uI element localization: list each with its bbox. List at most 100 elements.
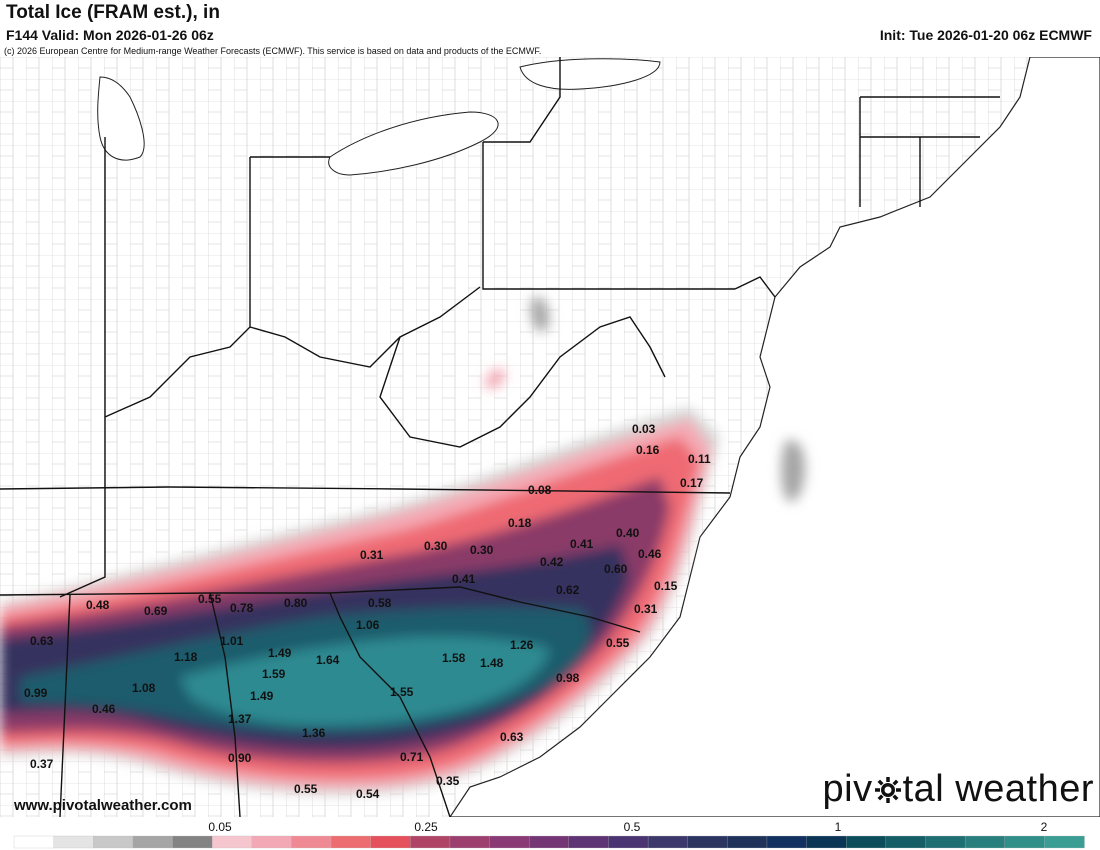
ice-value-label: 0.30 <box>470 543 494 557</box>
ice-value-label: 0.63 <box>30 634 54 648</box>
ice-value-label: 0.60 <box>604 562 628 576</box>
ice-value-label: 1.36 <box>302 726 326 740</box>
site-url[interactable]: www.pivotalweather.com <box>14 797 192 814</box>
colorbar-swatch <box>172 835 213 849</box>
colorbar-swatch <box>291 835 332 849</box>
colorbar-swatch <box>1044 835 1085 849</box>
init-time: Init: Tue 2026-01-20 06z ECMWF <box>879 27 1092 43</box>
colorbar-swatch <box>330 835 372 849</box>
colorbar-swatch <box>885 835 927 849</box>
ice-value-label: 0.41 <box>570 537 594 551</box>
ice-value-label: 0.55 <box>606 636 630 650</box>
ice-value-label: 0.69 <box>144 604 168 618</box>
ice-value-label: 0.46 <box>638 547 662 561</box>
colorbar-swatch <box>53 835 94 849</box>
colorbar-swatch <box>766 835 808 849</box>
copyright-notice: (c) 2026 European Centre for Medium-rang… <box>4 46 542 56</box>
ice-value-label: 1.37 <box>228 712 252 726</box>
ice-value-label: 1.06 <box>356 618 380 632</box>
colorbar-tick-label: 0.5 <box>624 820 641 834</box>
colorbar-swatch <box>449 835 491 849</box>
ice-value-label: 0.48 <box>86 598 110 612</box>
colorbar-swatch <box>727 835 768 849</box>
colorbar-swatch <box>251 835 293 849</box>
colorbar-tick-label: 1 <box>835 820 842 834</box>
ice-value-label: 1.08 <box>132 681 156 695</box>
colorbar-swatch <box>93 835 134 849</box>
colorbar-swatch <box>489 835 530 849</box>
ice-value-label: 1.18 <box>174 650 198 664</box>
spot-offshore <box>781 439 805 502</box>
lake-ontario <box>519 58 661 90</box>
ice-value-label: 0.35 <box>436 774 460 788</box>
ice-value-label: 0.31 <box>360 548 384 562</box>
ice-value-label: 0.18 <box>508 516 532 530</box>
ice-value-label: 1.26 <box>510 638 534 652</box>
ice-value-label: 1.59 <box>262 667 286 681</box>
spot-appalachian <box>530 296 550 332</box>
colorbar-swatch <box>568 835 610 849</box>
state-borders <box>0 57 1000 817</box>
ice-value-label: 0.42 <box>540 555 564 569</box>
colorbar-swatch <box>806 835 847 849</box>
ice-value-label: 1.49 <box>268 646 292 660</box>
ice-value-label: 1.48 <box>480 656 504 670</box>
colorbar-tick-label: 0.25 <box>414 820 438 834</box>
colorbar-swatch <box>846 835 887 849</box>
ice-value-label: 0.99 <box>24 686 48 700</box>
colorbar-swatch <box>13 835 55 849</box>
colorbar: 0.05 0.25 0.5 1 2 <box>13 820 1085 849</box>
brand-left: piv <box>822 768 873 810</box>
colorbar-swatch <box>687 835 728 849</box>
atlantic-ocean <box>449 57 1100 817</box>
ice-value-label: 0.46 <box>92 702 116 716</box>
ice-value-label: 0.80 <box>284 596 308 610</box>
colorbar-swatch <box>370 835 411 849</box>
ice-value-label: 0.31 <box>634 602 658 616</box>
band-peak <box>180 636 550 726</box>
colorbar-swatch <box>647 835 689 849</box>
colorbar-tick-label: 2 <box>1041 820 1048 834</box>
colorbar-swatch <box>925 835 966 849</box>
colorbar-swatches <box>13 835 1085 849</box>
colorbar-swatch <box>1004 835 1046 849</box>
ice-value-label: 0.55 <box>294 782 318 796</box>
valid-time: F144 Valid: Mon 2026-01-26 06z <box>6 27 214 43</box>
colorbar-swatch <box>964 835 1006 849</box>
ice-value-label: 1.58 <box>442 651 466 665</box>
ice-value-label: 0.11 <box>688 452 711 466</box>
brand-right: tal weather <box>902 768 1094 810</box>
value-labels: 0.03 0.16 0.11 0.17 0.08 0.18 0.40 0.41 0.46 0.30… <box>24 422 711 801</box>
colorbar-swatch <box>211 835 253 849</box>
ice-value-label: 0.71 <box>400 750 424 764</box>
ice-value-label: 0.08 <box>528 483 552 497</box>
ice-value-label: 0.17 <box>680 476 704 490</box>
lake-erie <box>328 111 499 176</box>
ice-value-label: 0.16 <box>636 443 660 457</box>
ice-accumulation-map[interactable]: 0.03 0.16 0.11 0.17 0.08 0.18 0.40 0.41 0.46 0.30… <box>0 57 1100 817</box>
ice-value-label: 0.40 <box>616 526 640 540</box>
lake-michigan <box>97 76 145 161</box>
ice-value-label: 1.49 <box>250 689 274 703</box>
ice-shading <box>0 296 805 796</box>
map-title: Total Ice (FRAM est.), in <box>6 2 220 23</box>
ice-value-label: 0.63 <box>500 730 524 744</box>
colorbar-swatch <box>608 835 649 849</box>
ice-value-label: 0.98 <box>556 671 580 685</box>
ice-value-label: 1.64 <box>316 653 340 667</box>
ice-value-label: 0.54 <box>356 787 380 801</box>
spot-wv <box>484 368 505 389</box>
ice-value-label: 0.90 <box>228 751 252 765</box>
ice-value-label: 0.62 <box>556 583 580 597</box>
sun-gear-icon <box>874 777 901 803</box>
colorbar-ticks: 0.05 0.25 0.5 1 2 <box>208 820 1047 834</box>
ice-value-label: 0.78 <box>230 601 254 615</box>
colorbar-tick-label: 0.05 <box>208 820 232 834</box>
ice-value-label: 0.37 <box>30 757 54 771</box>
ice-value-label: 0.58 <box>368 596 392 610</box>
ice-value-label: 0.30 <box>424 539 448 553</box>
ice-value-label: 0.55 <box>198 592 222 606</box>
ice-value-label: 0.03 <box>632 422 656 436</box>
ice-value-label: 0.15 <box>654 579 678 593</box>
ice-value-label: 1.01 <box>220 634 244 648</box>
